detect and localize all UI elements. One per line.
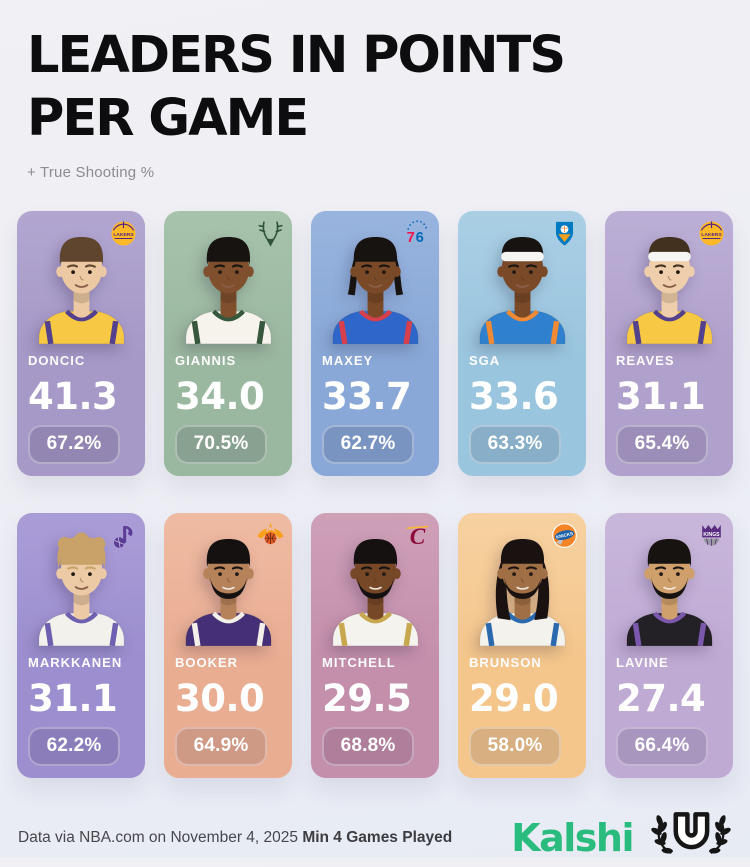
true-shooting-value: 70.5%	[193, 433, 249, 455]
brand-logos: Kalshi	[511, 808, 734, 867]
svg-text:7: 7	[407, 230, 415, 246]
player-name: MITCHELL	[322, 655, 396, 671]
knicks-logo: KNICKS	[549, 520, 580, 551]
true-shooting-badge: 63.3%	[469, 425, 561, 465]
true-shooting-badge: 65.4%	[616, 425, 708, 465]
svg-text:KNICKS: KNICKS	[556, 531, 574, 540]
player-photo	[28, 222, 134, 345]
thunder-logo	[549, 218, 580, 249]
player-name: BOOKER	[175, 655, 239, 671]
ppg-value: 31.1	[616, 375, 706, 419]
player-photo	[469, 524, 575, 647]
true-shooting-badge: 66.4%	[616, 727, 708, 767]
player-name: REAVES	[616, 353, 675, 369]
true-shooting-badge: 70.5%	[175, 425, 267, 465]
ppg-value: 33.6	[469, 375, 559, 419]
jazz-logo	[108, 520, 139, 551]
sixers-logo: 7 6	[402, 218, 433, 249]
player-photo	[28, 524, 134, 647]
player-card: SGA 33.6 63.3%	[458, 211, 586, 477]
player-photo	[469, 222, 575, 345]
footer: Data via NBA.com on November 4, 2025 Min…	[18, 808, 734, 867]
page-title-line1: LEADERS IN POINTS	[27, 26, 566, 85]
true-shooting-value: 63.3%	[487, 433, 543, 455]
svg-text:6: 6	[416, 230, 424, 246]
true-shooting-badge: 67.2%	[28, 425, 120, 465]
suns-logo	[255, 520, 286, 551]
svg-text:LAKERS: LAKERS	[113, 232, 134, 238]
lakers-logo: LAKERS	[696, 218, 727, 249]
ppg-value: 29.5	[322, 677, 412, 721]
bucks-logo	[255, 218, 286, 249]
true-shooting-badge: 62.7%	[322, 425, 414, 465]
source-note: Data via NBA.com on November 4, 2025 Min…	[18, 829, 452, 847]
kalshi-logo: Kalshi	[511, 815, 634, 860]
player-card: KNICKS BRUNSON 29.0 58.0%	[458, 513, 586, 779]
ppg-value: 29.0	[469, 677, 559, 721]
true-shooting-value: 58.0%	[487, 735, 543, 757]
true-shooting-value: 64.9%	[193, 735, 249, 757]
player-name: MARKKANEN	[28, 655, 123, 671]
true-shooting-value: 67.2%	[46, 433, 102, 455]
player-name: MAXEY	[322, 353, 374, 369]
true-shooting-value: 66.4%	[634, 735, 690, 757]
player-name: SGA	[469, 353, 501, 369]
subtitle: + True Shooting %	[27, 164, 155, 182]
player-photo	[175, 222, 281, 345]
underdog-laurel-u-logo	[648, 808, 734, 867]
true-shooting-value: 62.7%	[340, 433, 396, 455]
cavaliers-logo: C	[402, 520, 433, 551]
player-card: 7 6 MAXEY 33.7 62.7%	[311, 211, 439, 477]
page-title-line2: PER GAME	[27, 89, 309, 149]
ppg-value: 30.0	[175, 677, 265, 721]
player-photo	[322, 222, 428, 345]
player-photo	[175, 524, 281, 647]
source-bold: Min 4 Games Played	[302, 828, 453, 846]
player-card: MARKKANEN 31.1 62.2%	[17, 513, 145, 779]
player-name: BRUNSON	[469, 655, 542, 671]
true-shooting-value: 68.8%	[340, 735, 396, 757]
svg-text:C: C	[410, 524, 426, 550]
header: LEADERS IN POINTS PER GAME + True Shooti…	[0, 0, 750, 181]
player-card: GIANNIS 34.0 70.5%	[164, 211, 292, 477]
kings-logo: KINGS	[696, 520, 727, 551]
ppg-value: 31.1	[28, 677, 118, 721]
player-photo	[322, 524, 428, 647]
true-shooting-badge: 64.9%	[175, 727, 267, 767]
player-photo	[616, 524, 722, 647]
lakers-logo: LAKERS	[108, 218, 139, 249]
svg-text:KINGS: KINGS	[703, 533, 720, 539]
source-text: Data via NBA.com on November 4, 2025	[18, 828, 298, 846]
true-shooting-value: 65.4%	[634, 433, 690, 455]
ppg-value: 33.7	[322, 375, 412, 419]
ppg-value: 27.4	[616, 677, 706, 721]
player-name: GIANNIS	[175, 353, 237, 369]
player-card: KINGS LAVINE 27.4 66.4%	[605, 513, 733, 779]
player-photo	[616, 222, 722, 345]
true-shooting-badge: 62.2%	[28, 727, 120, 767]
player-name: DONCIC	[28, 353, 86, 369]
ppg-value: 34.0	[175, 375, 265, 419]
leaders-grid: LAKERS DONCIC 41.3 67.2% GIANNIS 34.0 70…	[17, 211, 733, 779]
player-card: C MITCHELL 29.5 68.8%	[311, 513, 439, 779]
player-card: BOOKER 30.0 64.9%	[164, 513, 292, 779]
player-name: LAVINE	[616, 655, 669, 671]
ppg-value: 41.3	[28, 375, 118, 419]
svg-text:LAKERS: LAKERS	[701, 232, 722, 238]
player-card: LAKERS REAVES 31.1 65.4%	[605, 211, 733, 477]
true-shooting-badge: 58.0%	[469, 727, 561, 767]
page-title: LEADERS IN POINTS PER GAME	[27, 24, 726, 150]
player-card: LAKERS DONCIC 41.3 67.2%	[17, 211, 145, 477]
true-shooting-value: 62.2%	[46, 735, 102, 757]
true-shooting-badge: 68.8%	[322, 727, 414, 767]
